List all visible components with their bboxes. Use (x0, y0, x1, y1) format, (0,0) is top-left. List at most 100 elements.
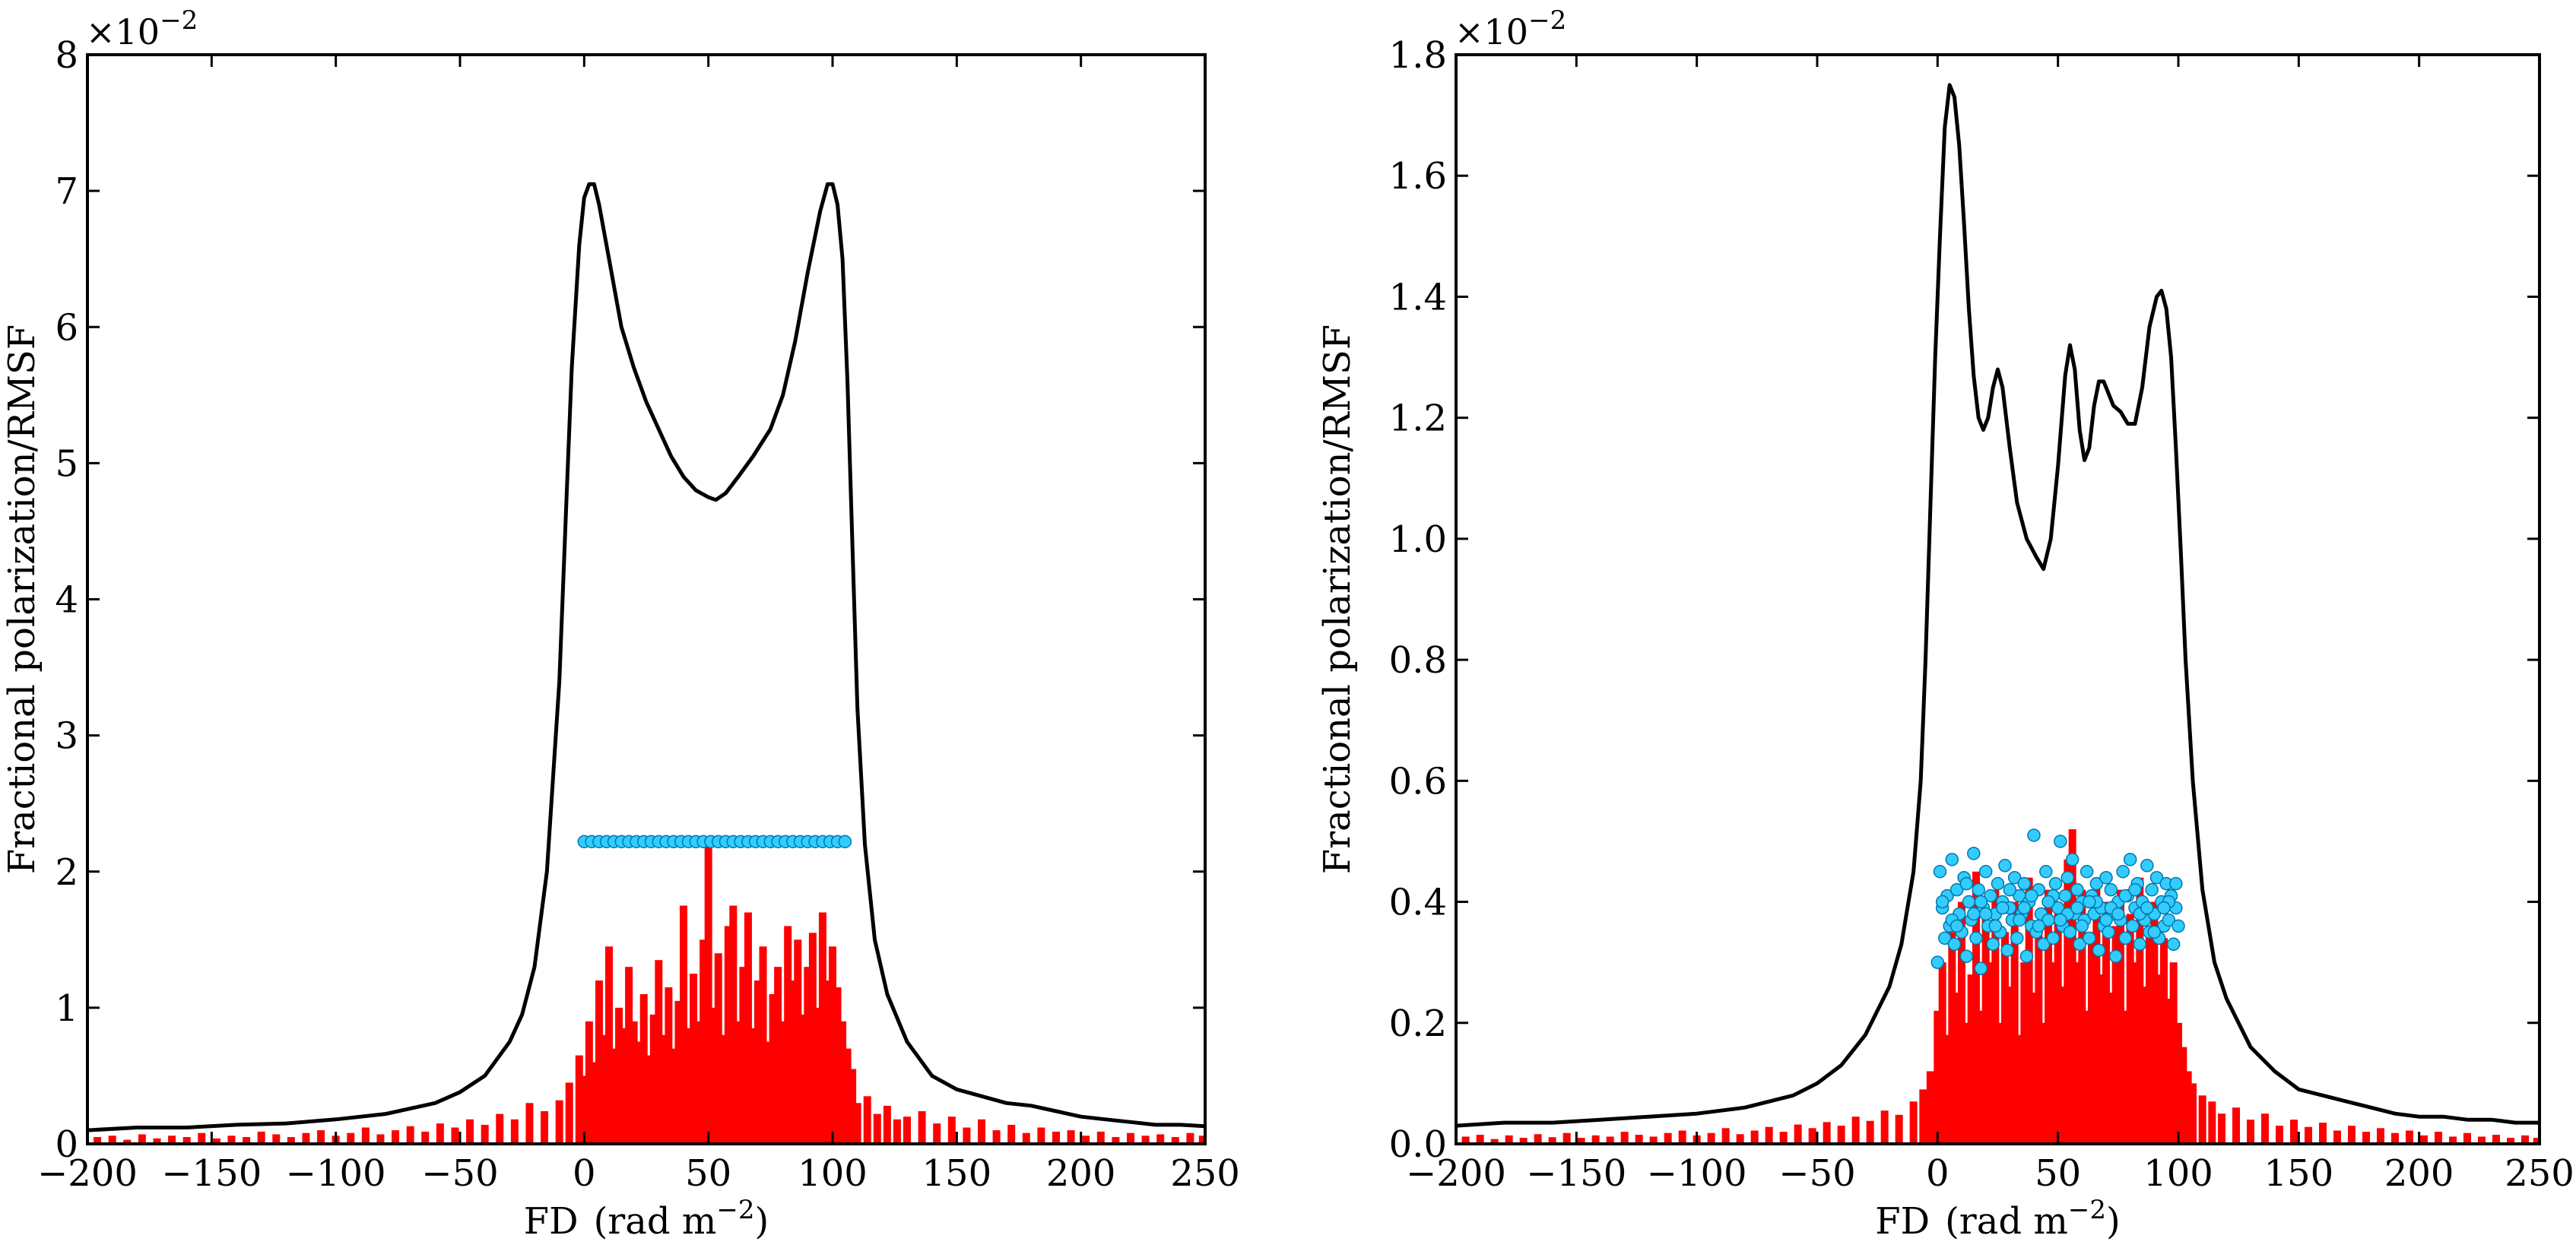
right-ticks-layer: −200 −150 −100 −50 0 50 100 150 200 250 0.0 0.2 0.4 0… (1389, 34, 2574, 1195)
left-bar (302, 1132, 310, 1144)
right-bar (1981, 914, 1990, 1144)
right-bar (1490, 1139, 1499, 1144)
right-scatter-point (2104, 882, 2118, 897)
right-bar (2054, 914, 2062, 1144)
left-bar (108, 1136, 116, 1144)
left-bar (595, 980, 603, 1144)
right-scatter-point (2145, 882, 2159, 897)
right-scatter-point (2092, 943, 2106, 957)
left-bar (625, 967, 633, 1144)
right-bar (1577, 1138, 1585, 1144)
left-bar (665, 987, 673, 1144)
left-bar (436, 1123, 444, 1144)
left-bar (1141, 1136, 1150, 1144)
left-y-tick-label: 3 (55, 715, 78, 758)
left-bar (525, 1103, 534, 1144)
left-bar (873, 1113, 881, 1144)
left-bar (788, 980, 797, 1144)
right-bar (2150, 901, 2159, 1144)
left-x-tick-label: 150 (922, 1152, 992, 1195)
left-bar (680, 905, 687, 1144)
right-bar (2097, 974, 2105, 1144)
left-bar (630, 1021, 638, 1144)
left-bar (655, 960, 663, 1144)
left-bar (754, 980, 762, 1144)
right-scatter-point (2036, 937, 2051, 952)
right-bar (2117, 889, 2124, 1144)
right-scatter-point (2147, 925, 2162, 939)
left-bar (392, 1130, 400, 1144)
right-bar (1953, 992, 1961, 1144)
right-bar (2463, 1132, 2471, 1144)
right-scatter-point (2102, 925, 2115, 939)
left-x-tick-label: −100 (286, 1152, 386, 1195)
left-bar (883, 1105, 891, 1144)
left-curve-line (87, 182, 1206, 1132)
left-bar (744, 912, 752, 1144)
right-scatter-point (1967, 847, 1981, 860)
right-bar (1750, 1130, 1759, 1144)
right-bar (2030, 992, 2038, 1144)
right-bar (2305, 1126, 2312, 1144)
right-bar (2247, 1120, 2254, 1144)
left-bar (849, 1069, 857, 1144)
left-bar (466, 1119, 474, 1144)
right-scatter-point (2083, 895, 2096, 909)
left-bar (1186, 1132, 1194, 1144)
right-y-tick-label: 0.2 (1389, 1003, 1447, 1045)
right-scatter-point (1996, 901, 2010, 915)
left-bar (649, 1014, 658, 1144)
right-scatter-point (2118, 888, 2133, 903)
left-bar (610, 1048, 618, 1144)
left-x-tick-label: 200 (1046, 1152, 1116, 1195)
left-bar (804, 967, 812, 1144)
left-bar (585, 1021, 593, 1144)
right-scatter-point (1984, 888, 1997, 903)
right-scatter-point (2126, 919, 2140, 933)
left-panel: −200 −150 −100 −50 0 50 100 150 200 250012345678 … (1, 5, 1240, 1243)
left-bar (555, 1100, 563, 1144)
right-scatter-point (2140, 901, 2154, 915)
left-points-layer (577, 835, 852, 849)
right-bar (2218, 1113, 2225, 1144)
right-bars-layer (1461, 829, 2541, 1144)
left-bar (123, 1139, 132, 1144)
right-scatter-point (1959, 949, 1974, 963)
left-y-multiplier: ×10−2 (86, 5, 198, 52)
right-bar (1962, 1022, 1971, 1144)
right-bar (2175, 1022, 2182, 1144)
right-bar (2449, 1136, 2457, 1144)
left-bar (893, 1119, 901, 1144)
right-scatter-point (2128, 882, 2142, 897)
right-bar (1934, 1010, 1942, 1144)
right-bar (2064, 859, 2072, 1144)
left-bar (361, 1127, 370, 1144)
right-scatter-point (2169, 876, 2183, 891)
left-bar (1067, 1130, 1075, 1144)
right-bar (1851, 1117, 1860, 1144)
left-bar (694, 1021, 703, 1144)
right-bar (1991, 889, 2000, 1144)
right-scatter-point (1969, 931, 1983, 946)
left-bar (863, 1096, 871, 1144)
left-x-tick-label: −150 (161, 1152, 262, 1195)
left-bar (933, 1123, 941, 1144)
left-bar (406, 1126, 414, 1144)
left-bar (1007, 1124, 1016, 1144)
right-bar (1926, 1071, 1934, 1144)
left-bar (575, 1055, 583, 1144)
right-scatter-point (1949, 882, 1964, 897)
left-bar (1156, 1134, 1165, 1144)
right-scatter-point (2058, 888, 2072, 903)
left-y-tick-label: 2 (55, 851, 78, 894)
left-y-tick-label: 1 (55, 987, 78, 1030)
right-scatter-point (2041, 895, 2055, 909)
right-scatter-point (2017, 876, 2032, 891)
left-bar (719, 1034, 728, 1144)
right-bar (2208, 1101, 2216, 1144)
right-scatter-point (2172, 919, 2185, 933)
left-y-tick-label: 7 (55, 170, 78, 213)
right-curve-line (1455, 83, 2540, 1128)
left-bar (669, 1048, 677, 1144)
right-bar (1562, 1132, 1571, 1144)
